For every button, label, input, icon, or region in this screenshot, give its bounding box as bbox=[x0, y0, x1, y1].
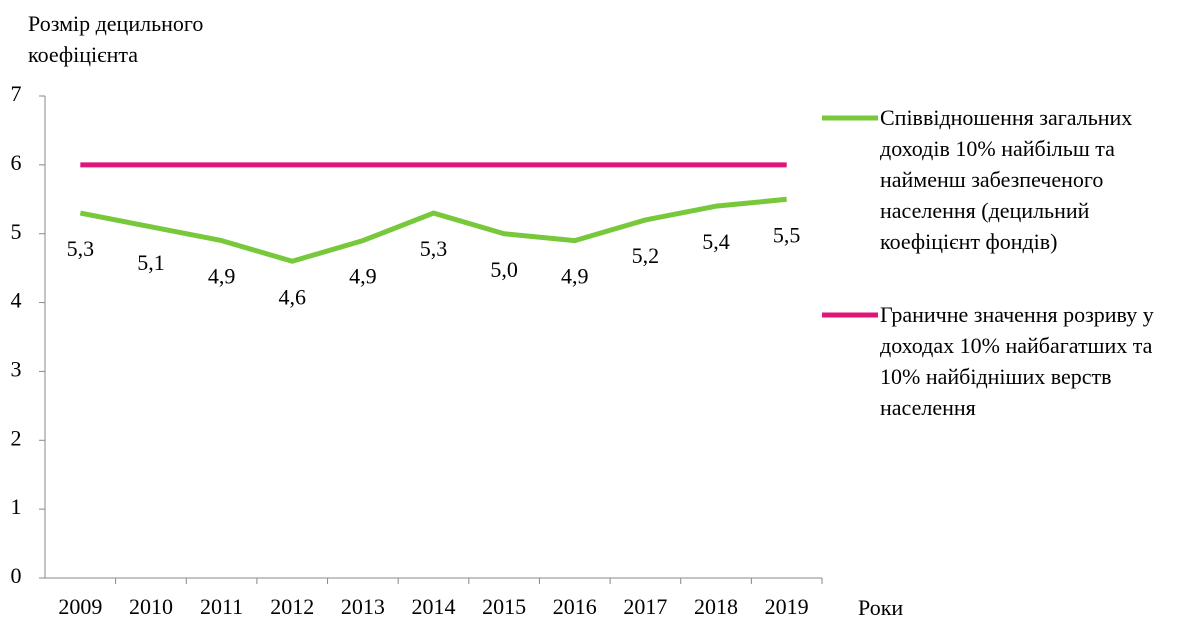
data-label: 5,3 bbox=[420, 236, 448, 261]
data-label: 5,4 bbox=[702, 229, 730, 254]
x-tick-label: 2016 bbox=[553, 594, 597, 619]
x-tick-label: 2017 bbox=[623, 594, 667, 619]
legend-label: Граничне значення розриву у доходах 10% … bbox=[880, 302, 1154, 420]
data-label: 4,9 bbox=[208, 264, 236, 289]
x-tick-label: 2019 bbox=[765, 594, 809, 619]
x-tick-label: 2018 bbox=[694, 594, 738, 619]
data-label: 4,9 bbox=[561, 264, 589, 289]
x-tick-label: 2014 bbox=[412, 594, 456, 619]
data-label: 5,0 bbox=[490, 257, 518, 282]
x-tick-label: 2011 bbox=[200, 594, 243, 619]
y-tick-label: 6 bbox=[11, 150, 22, 175]
data-label: 5,2 bbox=[632, 243, 660, 268]
data-label: 4,6 bbox=[278, 284, 306, 309]
x-tick-label: 2009 bbox=[58, 594, 102, 619]
x-tick-label: 2015 bbox=[482, 594, 526, 619]
y-tick-label: 0 bbox=[11, 563, 22, 588]
y-tick-label: 4 bbox=[11, 288, 22, 313]
y-tick-label: 3 bbox=[11, 356, 22, 381]
y-tick-label: 7 bbox=[11, 81, 22, 106]
data-label: 4,9 bbox=[349, 264, 377, 289]
x-tick-label: 2010 bbox=[129, 594, 173, 619]
y-axis-label: Розмір децильного коефіцієнта bbox=[28, 11, 204, 67]
data-label: 5,5 bbox=[773, 222, 801, 247]
y-tick-label: 2 bbox=[11, 425, 22, 450]
series-line bbox=[79, 196, 787, 264]
y-tick-label: 5 bbox=[11, 219, 22, 244]
x-axis-label: Роки bbox=[858, 595, 904, 620]
y-tick-label: 1 bbox=[11, 494, 22, 519]
x-tick-label: 2013 bbox=[341, 594, 385, 619]
data-label: 5,3 bbox=[67, 236, 95, 261]
x-tick-label: 2012 bbox=[270, 594, 314, 619]
data-label: 5,1 bbox=[137, 250, 165, 275]
legend-label: Співвідношення загальних доходів 10% най… bbox=[880, 105, 1133, 254]
